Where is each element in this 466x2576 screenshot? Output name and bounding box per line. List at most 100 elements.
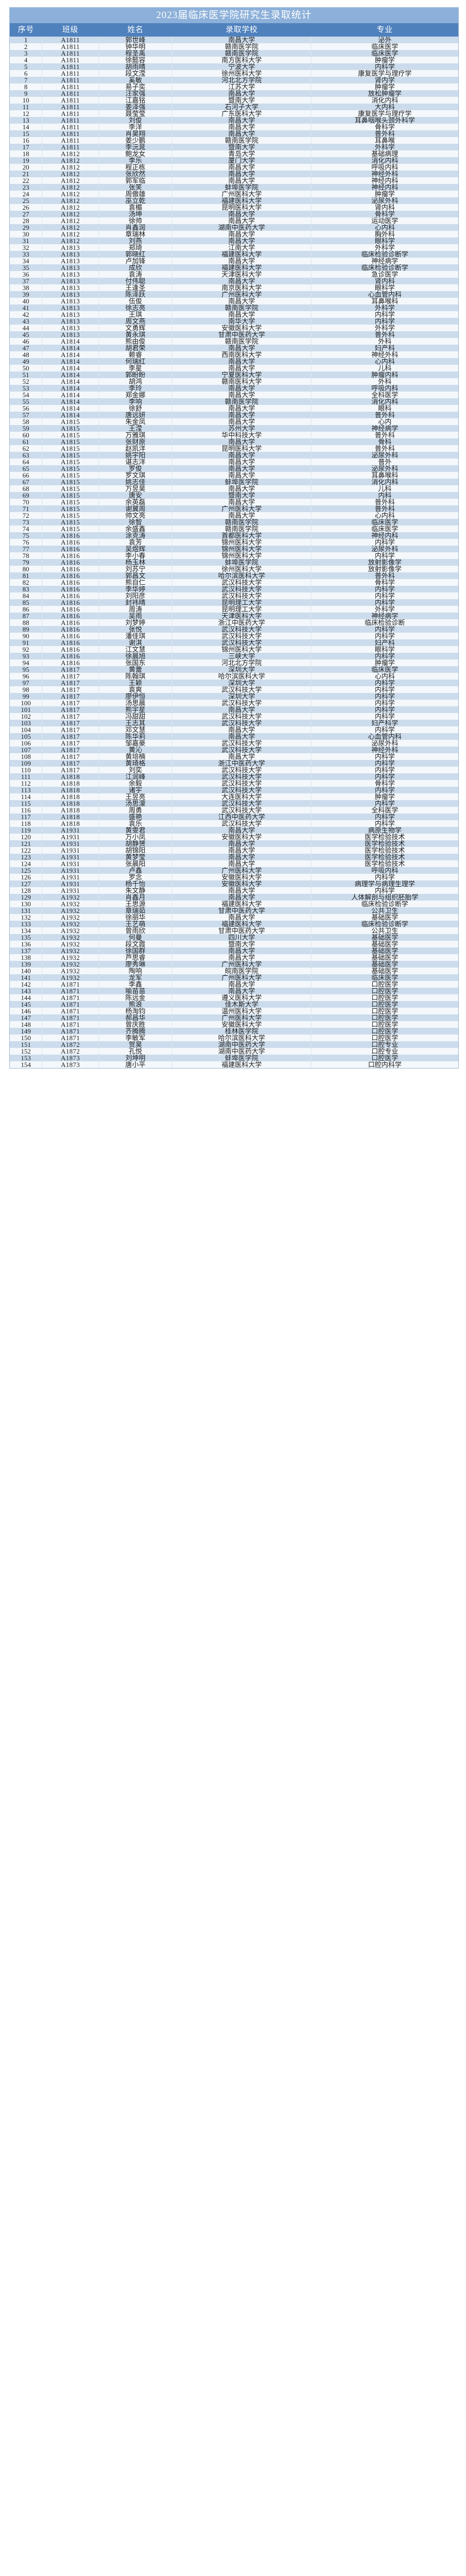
table-row[interactable]: 96 A1817 陈翰琪 哈尔滨医科大学 心内科 bbox=[10, 673, 458, 680]
table-row[interactable]: 105 A1817 陈华莉 南昌大学 心血管内科 bbox=[10, 733, 458, 740]
table-row[interactable]: 16 A1811 姜少鹏 赣南医学院 耳鼻喉 bbox=[10, 137, 458, 144]
table-row[interactable]: 91 A1816 谢淇 武汉科技大学 妇产科 bbox=[10, 639, 458, 646]
table-row[interactable]: 33 A1813 郭晓红 福建医科大学 临床检验诊断学 bbox=[10, 251, 458, 258]
table-row[interactable]: 43 A1813 周文燕 南华大学 内科学 bbox=[10, 318, 458, 325]
table-row[interactable]: 60 A1815 万雅琪 华中科技大学 普外科 bbox=[10, 432, 458, 438]
table-row[interactable]: 72 A1815 帅文亮 南昌大学 心内科 bbox=[10, 512, 458, 519]
table-row[interactable]: 63 A1815 姚宇阳 南昌大学 泌尿外科 bbox=[10, 452, 458, 459]
table-row[interactable]: 80 A1816 刘苏宁 徐州医科大学 放射影像学 bbox=[10, 566, 458, 572]
table-row[interactable]: 108 A1817 黄培楠 南昌大学 内科学 bbox=[10, 753, 458, 760]
table-row[interactable]: 3 A1811 程圣禹 赣南医学院 临床医学 bbox=[10, 50, 458, 57]
table-row[interactable]: 88 A1816 刘梦婷 浙江中医药大学 临床检验诊断 bbox=[10, 619, 458, 626]
table-row[interactable]: 116 A1818 周勇 武汉科技大学 全科医学 bbox=[10, 807, 458, 814]
table-row[interactable]: 10 A1811 江嘉铭 暨南大学 消化内科 bbox=[10, 97, 458, 104]
table-row[interactable]: 142 A1871 李鑫 南昌大学 口腔医学 bbox=[10, 981, 458, 988]
column-header-index[interactable]: 序号 bbox=[10, 23, 42, 37]
table-row[interactable]: 9 A1811 汪家强 南昌大学 放松肿瘤学 bbox=[10, 90, 458, 97]
table-row[interactable]: 115 A1818 汤思濛 武汉科技大学 内科学 bbox=[10, 800, 458, 807]
table-row[interactable]: 23 A1812 张笑 蚌埠医学院 神经内科 bbox=[10, 184, 458, 191]
table-row[interactable]: 151 A1872 贺昊 湖南中医药大学 口腔专业 bbox=[10, 1041, 458, 1048]
table-row[interactable]: 149 A1871 齐腾腾 桂林医学院 口腔医学 bbox=[10, 1028, 458, 1035]
table-row[interactable]: 12 A1811 聂莹莹 广东医科大学 康复医学与理疗学 bbox=[10, 110, 458, 117]
table-row[interactable]: 55 A1814 李响 赣南医学院 消化内科 bbox=[10, 398, 458, 405]
table-row[interactable]: 139 A1932 廖秀琳 广州医科大学 基础医学 bbox=[10, 961, 458, 968]
table-row[interactable]: 117 A1818 盛艳 江西中医药大学 内科学 bbox=[10, 814, 458, 820]
table-row[interactable]: 62 A1815 赵凯洋 昆明医科大学 普外科 bbox=[10, 445, 458, 452]
table-row[interactable]: 129 A1932 肖鑫月 南昌大学 人体解剖与组织胚胎学 bbox=[10, 894, 458, 901]
table-row[interactable]: 59 A1815 王滢 苏州大学 神经病学 bbox=[10, 425, 458, 432]
table-row[interactable]: 1 A1811 郭世峰 南昌大学 泌外 bbox=[10, 37, 458, 43]
table-row[interactable]: 110 A1817 刘奕 武汉科技大学 内科学 bbox=[10, 767, 458, 773]
table-row[interactable]: 81 A1816 郭昌文 哈尔滨医科大学 普外科 bbox=[10, 572, 458, 579]
table-row[interactable]: 79 A1816 杨玉林 蚌埠医学院 放射影像学 bbox=[10, 559, 458, 566]
table-row[interactable]: 68 A1815 万昱昊 南昌大学 儿科 bbox=[10, 485, 458, 492]
table-row[interactable]: 147 A1871 郝昌华 广州医科大学 口腔医学 bbox=[10, 1014, 458, 1021]
table-row[interactable]: 134 A1932 曾雨欣 甘肃中医药大学 公共卫生 bbox=[10, 927, 458, 934]
table-row[interactable]: 4 A1811 徐懿容 南方医科大学 肿瘤学 bbox=[10, 57, 458, 63]
table-row[interactable]: 46 A1814 熊由俊 赣南医学院 外科 bbox=[10, 338, 458, 345]
table-row[interactable]: 39 A1813 陈泽跃 广州医科大学 心血管内科 bbox=[10, 291, 458, 298]
table-row[interactable]: 47 A1814 胡君荣 南昌大学 妇产科 bbox=[10, 345, 458, 351]
table-row[interactable]: 140 A1932 陶响 皖南医学院 基础医学 bbox=[10, 968, 458, 974]
table-row[interactable]: 44 A1813 文勇辉 安徽医科大学 外科学 bbox=[10, 325, 458, 331]
table-row[interactable]: 24 A1812 周傲雄 广州医科大学 肿瘤学 bbox=[10, 191, 458, 197]
table-row[interactable]: 104 A1817 邓文慧 南昌大学 内科学 bbox=[10, 726, 458, 733]
table-row[interactable]: 14 A1811 李洋 南昌大学 骨科学 bbox=[10, 124, 458, 130]
table-row[interactable]: 50 A1814 李星 南昌大学 儿科 bbox=[10, 365, 458, 371]
table-row[interactable]: 103 A1817 王志其 武汉科技大学 妇产科学 bbox=[10, 720, 458, 726]
table-row[interactable]: 137 A1932 徐国群 南昌大学 基础医学 bbox=[10, 947, 458, 954]
column-header-school[interactable]: 录取学校 bbox=[172, 23, 311, 37]
table-row[interactable]: 29 A1812 肖鑫润 湖南中医药大学 心内科 bbox=[10, 224, 458, 231]
table-row[interactable]: 30 A1812 章瑞林 南昌大学 胸外科 bbox=[10, 231, 458, 238]
table-row[interactable]: 89 A1816 张悦 武汉科技大学 内科学 bbox=[10, 626, 458, 633]
table-row[interactable]: 86 A1816 周涛 昆明理工大学 外科学 bbox=[10, 606, 458, 613]
table-row[interactable]: 22 A1812 郭军临 南昌大学 神经内科 bbox=[10, 177, 458, 184]
table-row[interactable]: 154 A1873 唐小平 福建医科大学 口腔内科学 bbox=[10, 1061, 458, 1068]
table-row[interactable]: 107 A1817 黄沁 武汉科技大学 神经外科 bbox=[10, 747, 458, 753]
table-row[interactable]: 78 A1816 李小春 锦州医科大学 内科学 bbox=[10, 552, 458, 559]
table-row[interactable]: 7 A1811 奚敏 河北北方学院 肾内学 bbox=[10, 77, 458, 83]
table-row[interactable]: 102 A1817 冯甜甜 武汉科技大学 内科学 bbox=[10, 713, 458, 720]
table-row[interactable]: 76 A1816 袁芳 锦州医科大学 内科学 bbox=[10, 539, 458, 546]
table-row[interactable]: 94 A1816 张国东 河北北方学院 肿瘤学 bbox=[10, 659, 458, 666]
table-row[interactable]: 113 A1818 诸宇 武汉科技大学 内科学 bbox=[10, 787, 458, 793]
column-header-major[interactable]: 专业 bbox=[311, 23, 458, 37]
table-row[interactable]: 119 A1931 黄雯君 南昌大学 病原生物学 bbox=[10, 827, 458, 834]
table-row[interactable]: 69 A1815 唐安 暨南大学 内科 bbox=[10, 492, 458, 499]
table-row[interactable]: 97 A1817 王颖 深圳大学 内科学 bbox=[10, 680, 458, 686]
table-row[interactable]: 111 A1818 江润峰 武汉科技大学 内科学 bbox=[10, 773, 458, 780]
table-row[interactable]: 128 A1931 朱文静 南昌大学 内科学 bbox=[10, 887, 458, 894]
table-row[interactable]: 28 A1812 徐帅 南昌大学 运动医学 bbox=[10, 217, 458, 224]
table-row[interactable]: 42 A1813 王琪 南昌大学 内科学 bbox=[10, 311, 458, 318]
table-row[interactable]: 56 A1814 徐舒 南昌大学 眼科 bbox=[10, 405, 458, 412]
table-row[interactable]: 41 A1813 徐志亮 赣南医学院 外科学 bbox=[10, 304, 458, 311]
table-row[interactable]: 73 A1815 徐智 赣南医学院 临床医学 bbox=[10, 519, 458, 526]
table-row[interactable]: 114 A1818 王昱亮 大连医科大学 肿瘤学 bbox=[10, 793, 458, 800]
table-row[interactable]: 18 A1812 鲍龙女 青岛大学 基础病理 bbox=[10, 150, 458, 157]
table-row[interactable]: 144 A1871 陈远金 遵义医科大学 口腔医学 bbox=[10, 994, 458, 1001]
column-header-name[interactable]: 姓名 bbox=[98, 23, 172, 37]
table-row[interactable]: 26 A1812 袁楣 昆明医科大学 肾内科 bbox=[10, 204, 458, 211]
table-row[interactable]: 84 A1816 刘阳彦 武汉科技大学 内科学 bbox=[10, 592, 458, 599]
table-row[interactable]: 125 A1931 卢鑫 广州医科大学 呼吸内科 bbox=[10, 867, 458, 874]
table-row[interactable]: 61 A1815 张财原 南昌大学 骨科 bbox=[10, 438, 458, 445]
table-row[interactable]: 141 A1932 龙军 广州医科大学 临床医学 bbox=[10, 974, 458, 981]
table-row[interactable]: 38 A1813 王逢圣 南京医科大学 眼科学 bbox=[10, 284, 458, 291]
table-row[interactable]: 53 A1814 李玲 南昌大学 呼吸内科 bbox=[10, 385, 458, 392]
table-row[interactable]: 83 A1816 李华婷 武汉科技大学 内科学 bbox=[10, 586, 458, 592]
table-row[interactable]: 66 A1815 罗文琪 南昌大学 耳鼻喉科 bbox=[10, 472, 458, 479]
table-row[interactable]: 20 A1812 程正栋 南昌大学 呼吸内科 bbox=[10, 164, 458, 171]
table-row[interactable]: 19 A1812 李乐 厦门大学 消化内科 bbox=[10, 157, 458, 164]
table-row[interactable]: 146 A1871 杨淘钧 温州医科大学 口腔医学 bbox=[10, 1008, 458, 1014]
table-row[interactable]: 40 A1813 伍俊 南昌大学 耳鼻喉科 bbox=[10, 298, 458, 304]
column-header-class[interactable]: 班级 bbox=[42, 23, 99, 37]
table-row[interactable]: 98 A1817 袁爽 武汉科技大学 内科学 bbox=[10, 686, 458, 693]
table-row[interactable]: 36 A1813 袁涛 天津医科大学 急诊医学 bbox=[10, 271, 458, 278]
table-row[interactable]: 82 A1816 熊自仁 武汉科技大学 骨科学 bbox=[10, 579, 458, 586]
table-row[interactable]: 13 A1811 刘俊 南昌大学 耳鼻咽喉头颈外科学 bbox=[10, 117, 458, 124]
table-row[interactable]: 109 A1817 黄琦格 浙江中医药大学 内科学 bbox=[10, 760, 458, 767]
table-row[interactable]: 48 A1814 赖睿 西南医科大学 神经外科 bbox=[10, 351, 458, 358]
table-row[interactable]: 25 A1812 巫立乾 福建医科大学 泌尿外科 bbox=[10, 197, 458, 204]
table-row[interactable]: 77 A1816 吴煜辉 锦州医科大学 泌尿外科 bbox=[10, 546, 458, 552]
table-row[interactable]: 150 A1871 李敏军 哈尔滨医科大学 口腔医学 bbox=[10, 1035, 458, 1041]
